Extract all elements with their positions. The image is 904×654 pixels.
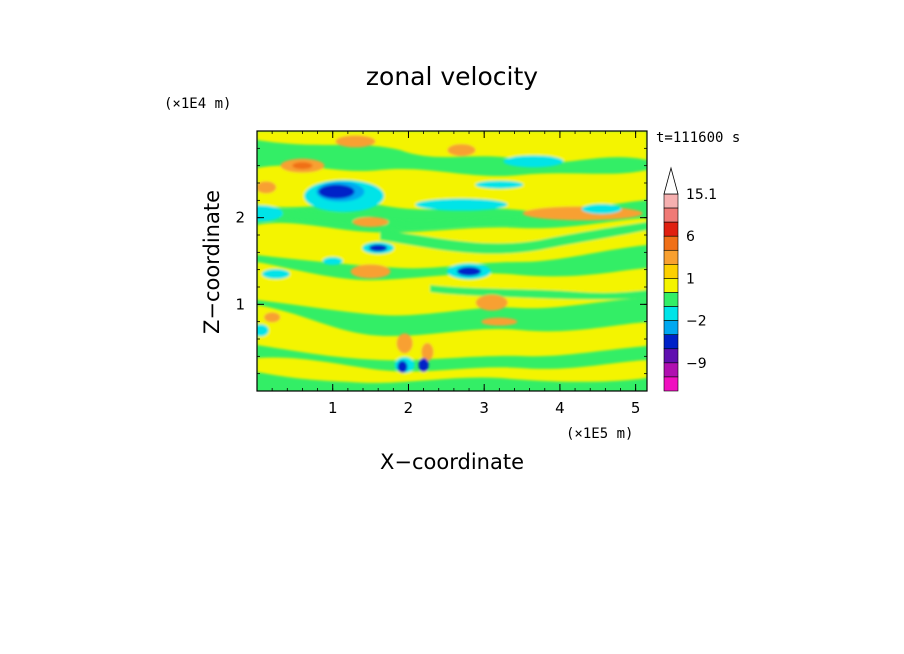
plot-frame xyxy=(256,130,648,392)
colorbar-segment xyxy=(663,306,679,321)
negative-core xyxy=(581,204,622,214)
positive-core xyxy=(475,294,508,311)
chart-title: zonal velocity xyxy=(366,62,538,91)
negative-core xyxy=(257,324,269,337)
positive-band xyxy=(257,357,647,383)
neutral-strand xyxy=(257,205,520,228)
colorbar: 15.1 6 1 −2 −9 xyxy=(663,166,717,392)
positive-core xyxy=(335,135,376,148)
velocity-field xyxy=(257,131,647,391)
colorbar-segment xyxy=(663,320,679,336)
x-axis-label: X−coordinate xyxy=(380,450,524,474)
colorbar-segment xyxy=(663,207,679,223)
colorbar-over-cap xyxy=(663,166,679,195)
x-tick-label: 1 xyxy=(328,399,338,417)
colorbar-tick-label: 6 xyxy=(686,229,695,245)
colorbar-tick-label: −9 xyxy=(686,356,707,372)
colorbar-segment xyxy=(663,376,679,392)
y-axis: 12 xyxy=(235,147,647,375)
positive-core xyxy=(396,333,413,354)
positive-core xyxy=(421,343,434,361)
positive-core xyxy=(292,162,313,170)
positive-core xyxy=(352,217,389,227)
colorbar-segment xyxy=(663,334,679,350)
negative-core xyxy=(261,269,290,279)
positive-core xyxy=(481,317,518,326)
positive-core xyxy=(264,312,281,323)
colorbar-segment xyxy=(663,348,679,364)
negative-core xyxy=(318,184,355,199)
negative-core xyxy=(457,266,482,276)
y-axis-label: Z−coordinate xyxy=(200,190,224,334)
negative-core xyxy=(415,198,508,211)
x-unit-label: (×1E5 m) xyxy=(566,426,633,442)
colorbar-segment xyxy=(663,235,679,251)
y-tick-label: 1 xyxy=(235,295,245,313)
y-tick-label: 2 xyxy=(235,209,245,227)
negative-core xyxy=(322,257,343,265)
colorbar-tick-label: 15.1 xyxy=(686,187,717,203)
x-axis: 1 2 3 4 5 xyxy=(271,131,641,417)
positive-band xyxy=(257,305,647,361)
negative-core xyxy=(475,180,524,189)
positive-core xyxy=(257,181,277,194)
time-label: t=111600 s xyxy=(656,130,740,146)
x-tick-label: 3 xyxy=(479,399,489,417)
negative-core xyxy=(369,244,388,252)
x-tick-label: 5 xyxy=(631,399,641,417)
x-tick-label: 4 xyxy=(555,399,565,417)
negative-core xyxy=(418,358,429,372)
positive-core xyxy=(350,264,391,279)
colorbar-segment xyxy=(663,362,679,378)
colorbar-segment xyxy=(663,193,679,209)
negative-core xyxy=(257,205,283,222)
colorbar-segment xyxy=(663,292,679,307)
colorbar-tick-label: 1 xyxy=(686,271,695,287)
positive-core xyxy=(447,144,476,157)
colorbar-segment xyxy=(663,249,679,265)
x-tick-label: 2 xyxy=(404,399,414,417)
negative-core xyxy=(397,360,408,373)
neutral-strand xyxy=(380,222,647,254)
y-unit-label: (×1E4 m) xyxy=(164,96,231,112)
colorbar-segment xyxy=(663,278,679,293)
colorbar-segment xyxy=(663,264,679,279)
negative-core xyxy=(503,155,564,168)
colorbar-segment xyxy=(663,221,679,237)
colorbar-tick-label: −2 xyxy=(686,314,707,330)
